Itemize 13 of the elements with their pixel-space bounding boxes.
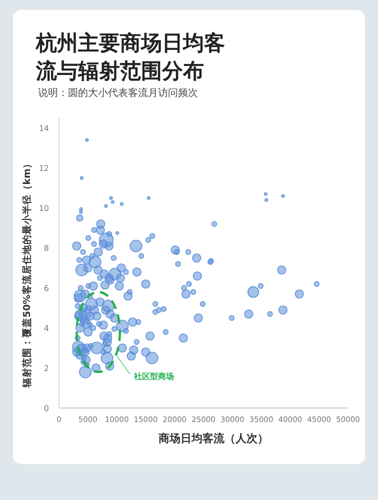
annotation: 社区型商场 — [132, 371, 174, 381]
y-tick-label: 4 — [44, 324, 49, 333]
chart-title: 杭州主要商场日均客流与辐射范围分布 — [35, 31, 225, 83]
y-tick-label: 14 — [38, 124, 49, 133]
y-axis-title: 辐射范围：覆盖50%客流居住地的最小半径（km） — [21, 158, 33, 388]
y-tick-label: 10 — [38, 204, 49, 213]
y-tick-label: 0 — [44, 404, 49, 413]
x-axis-title: 商场日均客流（人次） — [158, 432, 268, 445]
chart-subtitle: 说明：圆的大小代表客流月访问频次 — [38, 87, 198, 99]
y-tick-label: 6 — [44, 284, 49, 293]
y-tick-label: 12 — [38, 164, 49, 173]
y-tick-label: 2 — [44, 364, 49, 373]
y-tick-label: 8 — [44, 244, 49, 253]
